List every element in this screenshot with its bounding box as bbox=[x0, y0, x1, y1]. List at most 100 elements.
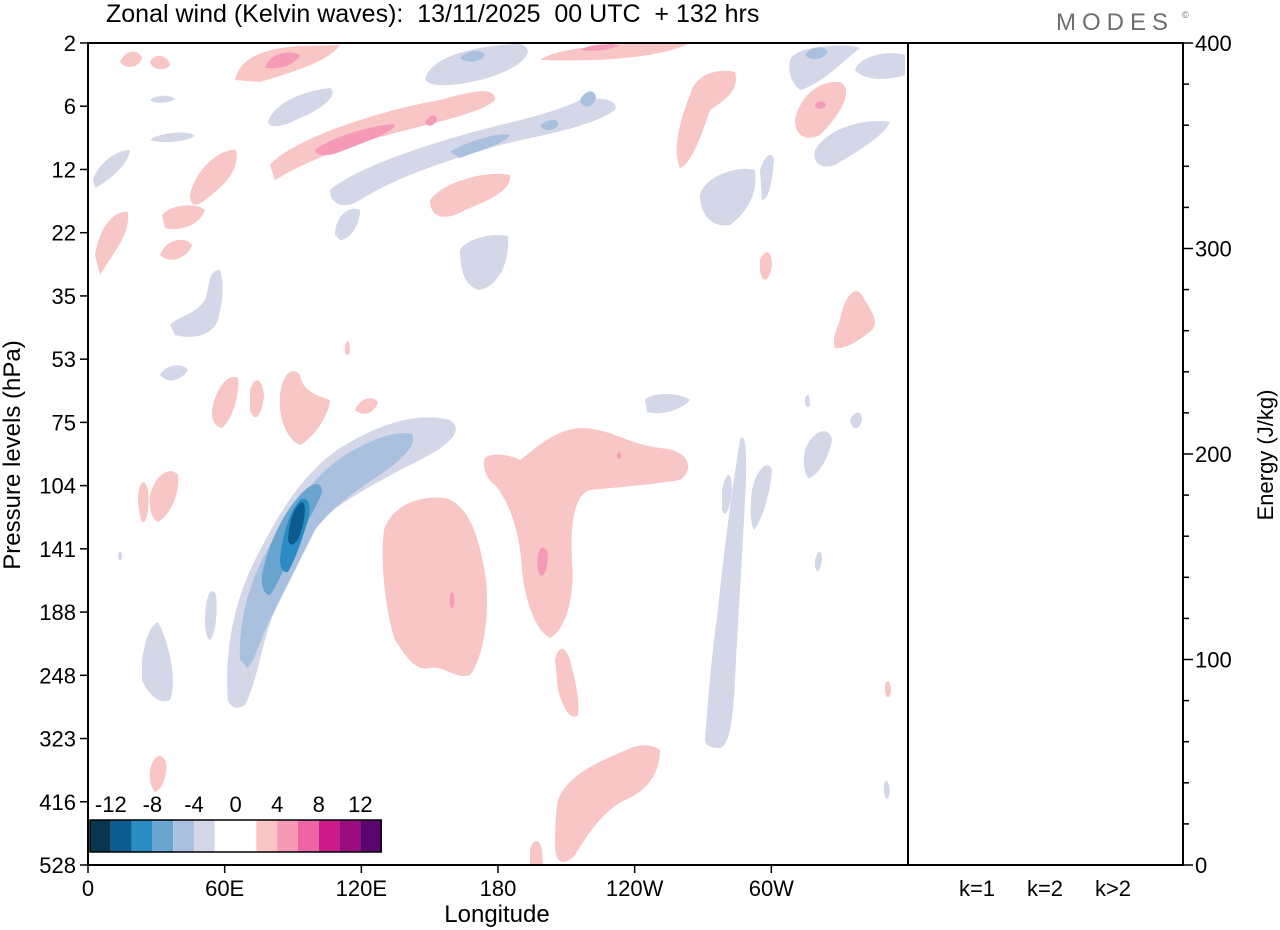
energy-category-label: k=1 bbox=[959, 876, 995, 901]
contour-neg-blob bbox=[804, 394, 810, 408]
contour-neg-band bbox=[425, 44, 528, 86]
contour-pos-band bbox=[425, 115, 437, 126]
contour-neg-band bbox=[700, 168, 756, 226]
energy-bar bbox=[1091, 864, 1135, 865]
contour-neg-band bbox=[450, 134, 510, 158]
contour-neg-band bbox=[580, 91, 596, 107]
energy-tick-label: 200 bbox=[1195, 442, 1232, 467]
colorbar-label: 12 bbox=[348, 792, 372, 817]
contour-pos-blob bbox=[149, 471, 179, 522]
colorbar-label: 8 bbox=[313, 792, 325, 817]
colorbar-swatch bbox=[360, 820, 382, 852]
y-tick-label: 35 bbox=[52, 284, 76, 309]
contour-pos-band bbox=[190, 149, 237, 205]
y-tick-label: 323 bbox=[39, 727, 76, 752]
energy-bar bbox=[1023, 864, 1067, 865]
contour-pos-band bbox=[162, 205, 205, 230]
contour-neg-blob bbox=[645, 394, 690, 414]
energy-tick-label: 300 bbox=[1195, 237, 1232, 262]
contour-pos-blob bbox=[211, 376, 239, 428]
contour-neg-band bbox=[855, 53, 905, 79]
colorbar-label: 4 bbox=[271, 792, 283, 817]
contour-pos-band bbox=[265, 52, 300, 69]
x-tick-label: 0 bbox=[82, 876, 94, 901]
energy-category-label: k=2 bbox=[1027, 876, 1063, 901]
contour-pos-band bbox=[795, 81, 847, 138]
x-axis-label: Longitude bbox=[444, 901, 549, 928]
colorbar-swatch bbox=[339, 820, 361, 852]
contour-neg-band bbox=[268, 88, 333, 127]
contour-neg-blob bbox=[750, 465, 772, 530]
contour-neg-blob bbox=[803, 431, 832, 478]
colorbar-label: -12 bbox=[95, 792, 127, 817]
colorbar-label: -4 bbox=[184, 792, 204, 817]
y-tick-label: 53 bbox=[52, 347, 76, 372]
brand-copyright-mark: © bbox=[1182, 10, 1189, 20]
contour-neg-band bbox=[805, 47, 828, 60]
x-tick-label: 120E bbox=[336, 876, 387, 901]
contour-pos-column bbox=[617, 452, 621, 460]
contour-pos-band bbox=[430, 173, 511, 217]
contour-pos-blob bbox=[138, 482, 149, 523]
chart-title: Zonal wind (Kelvin waves): 13/11/2025 00… bbox=[106, 0, 760, 28]
colorbar-swatch bbox=[194, 820, 215, 852]
x-tick-label: 60E bbox=[205, 876, 244, 901]
y-tick-label: 188 bbox=[39, 600, 76, 625]
contour-neg-band bbox=[460, 234, 509, 290]
colorbar-label: 0 bbox=[229, 792, 241, 817]
energy-category-label: k>2 bbox=[1095, 876, 1131, 901]
y-tick-label: 22 bbox=[52, 221, 76, 246]
contour-neg-band bbox=[150, 132, 195, 143]
contour-pos-column bbox=[382, 497, 488, 677]
contour-neg-band bbox=[160, 365, 188, 381]
y-tick-label: 416 bbox=[39, 790, 76, 815]
colorbar-swatch bbox=[256, 820, 278, 852]
axis-ticks: 0 60E 120E 180 120W 60W 2 6 12 22 35 53 75 104 141 188 2… bbox=[39, 31, 1231, 901]
energy-bar bbox=[955, 864, 999, 865]
contour-pos-blob bbox=[279, 371, 330, 445]
contour-field bbox=[93, 43, 905, 865]
contour-neg-band bbox=[93, 150, 130, 188]
colorbar-frame bbox=[89, 819, 382, 853]
contour-neg-blob bbox=[142, 622, 173, 702]
contour-neg-band bbox=[705, 437, 747, 748]
contour-pos-blob bbox=[355, 398, 378, 414]
colorbar-swatch bbox=[235, 820, 257, 852]
contour-neg-band bbox=[150, 95, 175, 103]
colorbar-swatch bbox=[90, 820, 111, 852]
energy-axis-label: Energy (J/kg) bbox=[1253, 390, 1278, 521]
colorbar-swatch bbox=[277, 820, 298, 852]
contour-pos-column bbox=[483, 428, 689, 638]
contour-neg-band bbox=[760, 154, 774, 200]
contour-pos-blob bbox=[555, 745, 660, 862]
colorbar-swatch bbox=[173, 820, 194, 852]
x-tick-label: 180 bbox=[480, 876, 517, 901]
y-tick-label: 141 bbox=[39, 537, 76, 562]
brand-logo: MODES bbox=[1056, 9, 1175, 36]
contour-neg-kelvin-wave bbox=[288, 502, 305, 545]
contour-neg-band bbox=[460, 50, 485, 62]
contour-pos-band bbox=[150, 55, 170, 70]
y-tick-label: 2 bbox=[64, 31, 76, 56]
contour-pos-band bbox=[540, 43, 690, 61]
contour-neg-blob bbox=[884, 780, 890, 799]
energy-frame bbox=[907, 42, 1184, 866]
colorbar-swatch bbox=[214, 820, 236, 852]
contour-pos-band bbox=[815, 101, 826, 109]
colorbar-label: -8 bbox=[143, 792, 163, 817]
contour-pos-blob bbox=[149, 756, 167, 792]
contour-pos-band bbox=[160, 239, 192, 260]
contour-neg-band bbox=[170, 270, 223, 337]
contour-pos-band bbox=[676, 70, 736, 168]
energy-tick-label: 100 bbox=[1195, 648, 1232, 673]
contour-pos-band bbox=[120, 51, 142, 67]
contour-pos-blob bbox=[885, 680, 891, 698]
contour-pos-band bbox=[95, 211, 129, 275]
contour-pos-band bbox=[344, 340, 350, 356]
y-tick-label: 75 bbox=[52, 410, 76, 435]
y-tick-label: 248 bbox=[39, 663, 76, 688]
y-tick-label: 12 bbox=[52, 157, 76, 182]
contour-neg-blob bbox=[205, 591, 217, 640]
